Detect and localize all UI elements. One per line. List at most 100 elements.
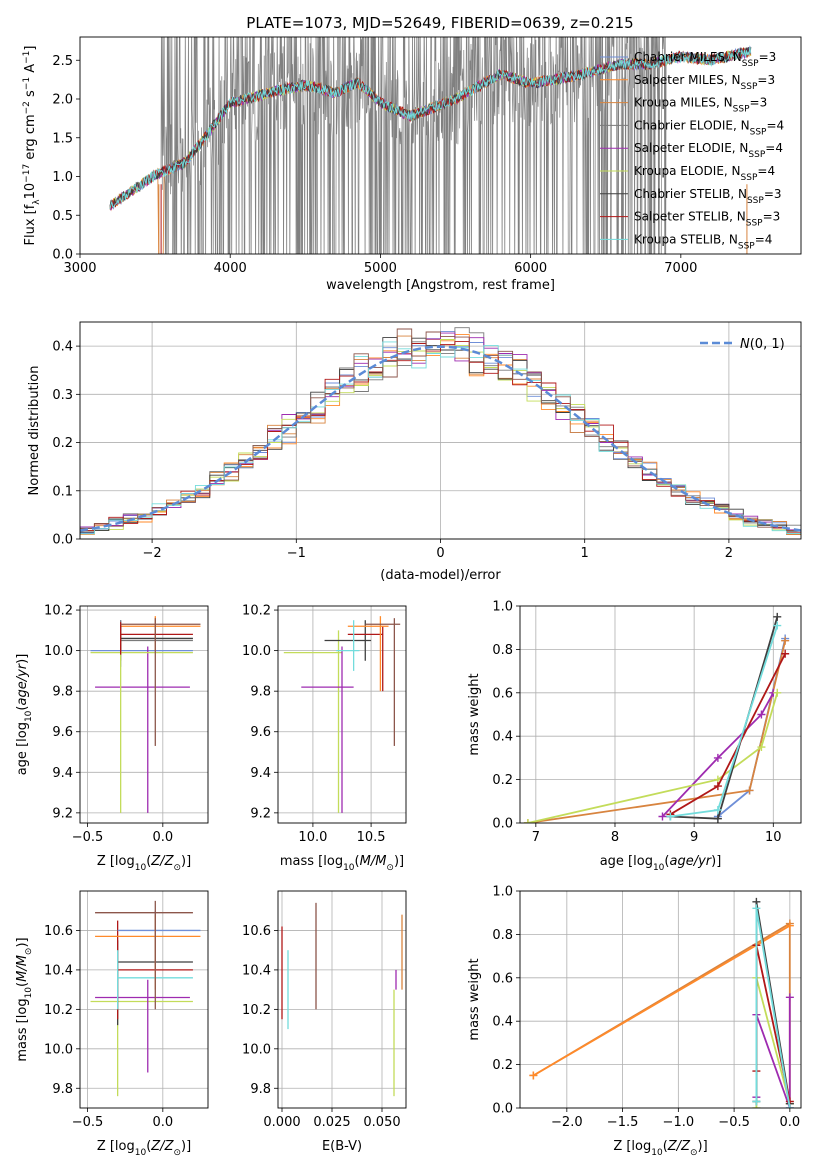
text-span: Chabrier ELODIE, N — [634, 118, 750, 132]
axes-frame — [277, 890, 407, 1109]
plot-area — [80, 327, 801, 536]
charts-layer: 3000 4000 5000 6000 7000 0.0 0.5 1.0 1.5 2.0 2.5 wa… — [15, 36, 802, 1158]
x-tick-label: −2 — [143, 546, 162, 561]
text-span: mass weight — [467, 673, 482, 755]
x-tick-label: −0.5 — [718, 1115, 750, 1130]
text-span: SSP — [750, 127, 767, 137]
x-tick-label: 10.0 — [298, 830, 327, 845]
mass-weight-marker — [713, 814, 722, 823]
y-tick-label: 10.4 — [242, 963, 271, 978]
text-span: 10 — [653, 863, 665, 873]
x-tick-label: 0 — [436, 546, 444, 561]
text-span: Z/Z — [150, 854, 174, 869]
text-span: Z/Z — [150, 1139, 174, 1154]
figure-title: PLATE=1073, MJD=52649, FIBERID=0639, z=0… — [246, 14, 633, 32]
text-span: Z [log — [613, 1139, 651, 1154]
x-tick-label: 7000 — [664, 261, 697, 276]
y-tick-label: 9.8 — [52, 685, 73, 700]
text-span: age [log — [15, 722, 30, 775]
x-tick-label: −2.0 — [551, 1115, 583, 1130]
text-span: N — [740, 337, 750, 352]
mass-weight-marker — [745, 786, 754, 795]
text-span: ⊙ — [24, 948, 34, 956]
text-span: =3 — [759, 50, 777, 64]
mass-weight-marker — [752, 1097, 761, 1106]
x-axis-label: Z [log10(Z/Z⊙)] — [613, 1139, 707, 1158]
x-tick-label: 0.0 — [152, 1115, 173, 1130]
axes: −2 −1 0 1 2 0.0 0.1 0.2 0.3 0.4 (data-model)/error… — [27, 340, 733, 583]
text-span: ( — [663, 1139, 668, 1154]
text-span: SSP — [733, 105, 750, 115]
legend-label: N(0, 1) — [740, 337, 785, 352]
x-tick-label: 0.050 — [363, 1115, 400, 1130]
legend-label: Chabrier MILES, NSSP=3 — [634, 50, 776, 69]
x-tick-label: −0.5 — [72, 1115, 104, 1130]
text-span: Kroupa MILES, N — [634, 96, 733, 110]
text-span: −17 — [22, 164, 32, 183]
mass-weight-line — [532, 921, 791, 1104]
y-tick-label: 0.4 — [492, 730, 513, 745]
y-tick-label: 10.2 — [44, 604, 73, 619]
text-span: =4 — [766, 118, 784, 132]
y-tick-label: 0.8 — [492, 928, 513, 943]
x-tick-label: 6000 — [514, 261, 547, 276]
y-tick-label: 9.8 — [250, 1082, 271, 1097]
text-span: M/M — [15, 955, 30, 982]
axes-frame — [277, 605, 407, 824]
legend-label: Salpeter ELODIE, NSSP=4 — [634, 141, 783, 160]
y-tick-label: 9.4 — [250, 766, 271, 781]
x-tick-label: −1.0 — [663, 1115, 695, 1130]
axes-frame — [79, 605, 209, 824]
text-span: ⊙ — [386, 863, 394, 873]
y-tick-label: 0.0 — [492, 1102, 513, 1117]
text-span: Chabrier MILES, N — [634, 50, 742, 64]
mass-weight-marker — [523, 819, 532, 823]
text-span: )] — [15, 937, 30, 947]
axes-frame — [519, 890, 802, 1109]
chart-spectrum: 3000 4000 5000 6000 7000 0.0 0.5 1.0 1.5 2.0 2.5 wa… — [22, 36, 802, 293]
x-tick-label: 8 — [611, 830, 619, 845]
mass-weight-marker — [529, 1071, 538, 1080]
y-axis-label: mass weight — [467, 958, 482, 1040]
y-tick-label: 0.8 — [492, 643, 513, 658]
mass-weight-line — [661, 692, 775, 818]
chart-age_vs_z: −0.5 0.09.29.49.69.810.010.2Z [log10(Z/Z⊙… — [15, 604, 209, 873]
text-span: )] — [394, 854, 404, 869]
plot-area — [90, 616, 201, 813]
text-span: Z [log — [97, 1139, 135, 1154]
mass-weight-line — [755, 908, 791, 1108]
y-tick-label: 0.5 — [52, 209, 73, 224]
legend-label: Salpeter MILES, NSSP=3 — [634, 73, 775, 92]
chart-mass_vs_ebv: 0.000 0.025 0.050 9.8 10.0 10.2 10.4 10.6 E(B-V) — [242, 890, 407, 1154]
text-span: =4 — [755, 232, 773, 246]
mass-weight-marker — [773, 612, 782, 621]
text-span: mass [log — [280, 854, 343, 869]
axes-frame — [79, 321, 802, 540]
text-span: −1 — [22, 77, 32, 90]
mass-weight-line — [532, 924, 791, 1077]
y-axis-label: mass weight — [467, 673, 482, 755]
x-axis-label: wavelength [Angstrom, rest frame] — [326, 278, 555, 293]
text-span: Flux [f — [23, 204, 38, 245]
y-tick-label: 0.2 — [492, 1058, 513, 1073]
y-tick-label: 0.0 — [52, 533, 73, 548]
text-span: ( — [15, 982, 30, 987]
y-tick-label: 1.0 — [52, 170, 73, 185]
x-tick-label: 10 — [765, 830, 782, 845]
y-axis-label: mass [log10(M/M⊙)] — [15, 937, 34, 1061]
y-tick-label: 10.0 — [242, 1042, 271, 1057]
text-span: −2 — [22, 101, 32, 114]
text-span: s — [23, 90, 38, 101]
axes: −0.5 0.09.810.010.210.410.6Z [log10(Z/Z⊙)… — [15, 924, 191, 1158]
text-span: (0, 1) — [750, 337, 785, 352]
text-span: 10 — [651, 1148, 663, 1158]
grid — [278, 891, 406, 1108]
y-tick-label: 9.6 — [52, 725, 73, 740]
text-span: Kroupa STELIB, N — [634, 232, 738, 246]
x-tick-label: 0.0 — [152, 830, 173, 845]
mass-weight-marker — [713, 805, 722, 814]
text-span: )] — [181, 854, 191, 869]
